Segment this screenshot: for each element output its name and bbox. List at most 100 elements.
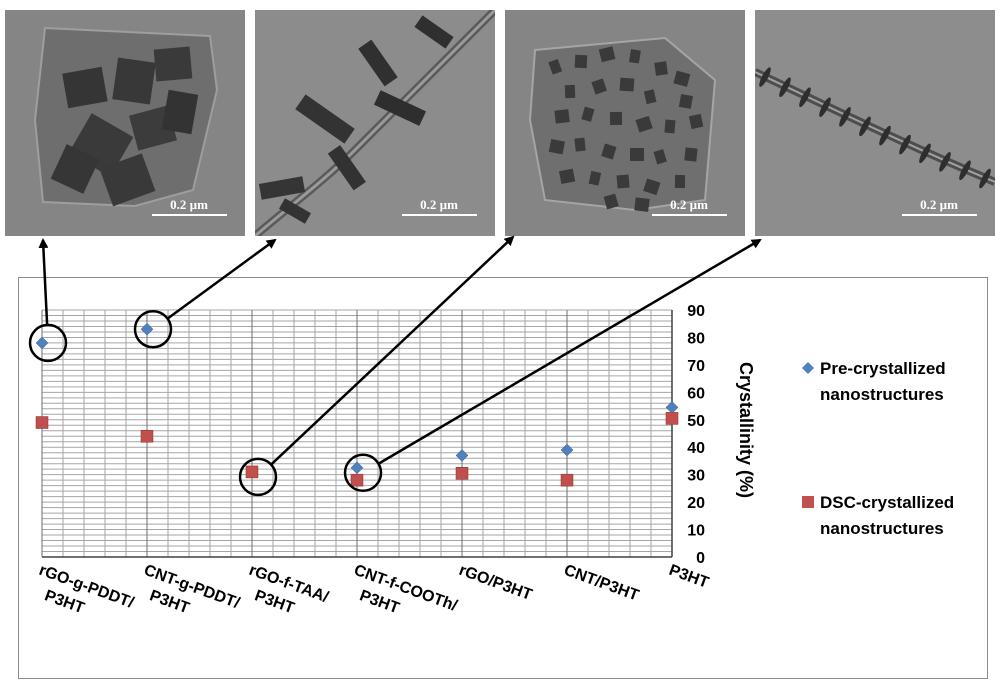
x-category-label: rGO-f-TAA/P3HT (247, 562, 332, 618)
micrograph-2: 0.2 µm (255, 10, 495, 236)
crystal (939, 152, 951, 172)
crystal (859, 116, 871, 137)
micrograph-4: 0.2 µm (755, 10, 995, 236)
crystal (634, 197, 650, 212)
legend-label: nanostructures (820, 385, 944, 404)
crystal (598, 46, 616, 63)
y-axis-label: Crystallinity (%) (736, 362, 756, 498)
highlight-circle (133, 309, 173, 349)
crystal (673, 70, 691, 87)
dsc-crystallized-point (560, 473, 574, 487)
crystal (688, 113, 704, 130)
crystal (643, 89, 657, 105)
callout-arrow (38, 238, 49, 326)
crystal (548, 138, 565, 155)
scale-label: 0.2 µm (670, 197, 708, 212)
dsc-crystallized-point (245, 465, 259, 479)
scale-label: 0.2 µm (920, 197, 958, 212)
dsc-crystallized-point (665, 412, 679, 425)
crystal (879, 125, 891, 146)
callout-arrow (166, 238, 277, 320)
y-tick-label: 0 (696, 550, 705, 567)
crystal (574, 137, 586, 152)
legend-marker-dsc (802, 496, 814, 508)
crystal (601, 143, 617, 160)
x-category-line: CNT/P3HT (562, 562, 642, 605)
y-tick-label: 70 (687, 358, 705, 375)
scale-label: 0.2 µm (420, 197, 458, 212)
callout-arrow (377, 238, 762, 465)
callouts (28, 235, 762, 497)
crystal (899, 134, 911, 155)
x-category-line: rGO/P3HT (457, 562, 535, 604)
crystal (554, 109, 570, 124)
y-tick-label: 20 (687, 495, 705, 512)
x-category-label: rGO/P3HT (457, 562, 535, 604)
crystal (819, 97, 831, 117)
crystal (558, 168, 576, 185)
crystal (609, 111, 623, 126)
x-category-label: CNT-f-COOTh/P3HT (352, 562, 460, 618)
y-tick-label: 50 (687, 413, 705, 430)
crystal (653, 149, 667, 165)
crystal (779, 77, 791, 98)
crystal (674, 174, 686, 189)
dsc-crystallized-point (455, 467, 469, 480)
x-axis: rGO-g-PDDT/P3HT CNT-g-PDDT/P3HT rGO-f-TAA/… (37, 562, 711, 618)
crystal (684, 147, 698, 162)
crystal (603, 193, 619, 210)
y-tick-label: 90 (687, 303, 705, 320)
micrograph-1: 0.2 µm (5, 10, 245, 236)
callout-arrow (270, 235, 515, 466)
scale-label: 0.2 µm (170, 197, 208, 212)
crystal (630, 148, 644, 161)
y-axis: 0 10 20 30 40 50 60 70 80 90 (687, 303, 705, 567)
legend-label: nanostructures (820, 519, 944, 538)
crystal (591, 78, 607, 95)
dsc-crystallized-point (350, 473, 364, 487)
crystal (581, 106, 595, 122)
legend-label: Pre-crystallized (820, 359, 946, 378)
highlight-circle (343, 453, 383, 493)
y-tick-label: 40 (687, 440, 705, 457)
highlight-circle (28, 323, 68, 363)
crystal (564, 84, 576, 99)
chart-frame (18, 277, 988, 679)
pre-crystallized-point (140, 322, 154, 336)
y-tick-label: 80 (687, 330, 705, 347)
y-tick-label: 60 (687, 385, 705, 402)
crystal (839, 107, 851, 127)
crystal (616, 174, 630, 189)
crystal (959, 160, 971, 181)
pre-crystallized-point (560, 443, 574, 457)
x-category-label: CNT-g-PDDT/P3HT (142, 562, 243, 618)
crystal (619, 77, 635, 92)
data-points (35, 322, 679, 487)
dsc-crystallized-point (140, 429, 154, 443)
x-category-label: CNT/P3HT (562, 562, 642, 605)
crystal (548, 58, 563, 75)
pre-crystallized-point (35, 336, 49, 350)
crystal (574, 54, 588, 69)
legend-label: DSC-crystallized (820, 493, 954, 512)
crystal (628, 49, 641, 64)
y-tick-label: 30 (687, 468, 705, 485)
crystal (664, 119, 676, 134)
crystal (759, 67, 771, 87)
crystal (654, 61, 668, 76)
legend: Pre-crystallized nanostructures DSC-crysta… (802, 359, 954, 538)
crystal (635, 115, 653, 133)
crystal (979, 168, 991, 189)
crystal (588, 170, 602, 186)
crystal (799, 87, 811, 108)
highlight-circle (238, 457, 278, 497)
legend-marker-pre (802, 362, 814, 374)
pre-crystallized-point (350, 461, 364, 475)
dsc-crystallized-point (35, 416, 49, 429)
x-category-label: rGO-g-PDDT/P3HT (37, 562, 137, 618)
micrograph-3: 0.2 µm (505, 10, 745, 236)
pre-crystallized-point (455, 449, 469, 462)
crystal (919, 143, 931, 164)
crystal (678, 94, 693, 109)
